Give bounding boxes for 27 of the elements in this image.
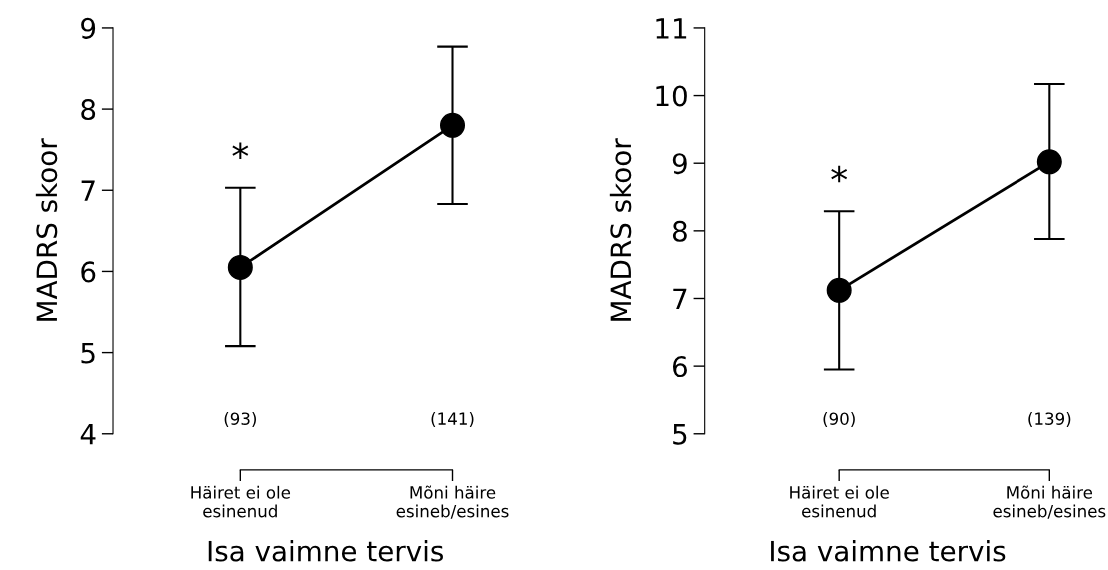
y-tick-label: 11 bbox=[656, 18, 687, 39]
x-axis-title: Isa vaimne tervis bbox=[771, 540, 1006, 562]
y-axis-title: MADRS skoor bbox=[35, 138, 58, 321]
annotation: (93) bbox=[224, 412, 256, 427]
x-tick-label: Häiret ei ole esinenud bbox=[790, 485, 889, 518]
y-tick-label: 6 bbox=[672, 356, 687, 378]
x-axis-title: Isa vaimne tervis bbox=[208, 540, 443, 562]
y-tick-label: 4 bbox=[80, 424, 96, 445]
y-tick-label: 8 bbox=[81, 99, 96, 121]
x-tick-label: Mõni häire esineb/esines bbox=[993, 485, 1106, 519]
y-tick-label: 9 bbox=[81, 17, 96, 39]
x-tick-label: Häiret ei ole esinenud bbox=[191, 485, 291, 518]
annotation: * bbox=[831, 165, 848, 183]
y-tick-label: 6 bbox=[81, 261, 96, 283]
y-tick-label: 5 bbox=[81, 342, 95, 364]
annotation: (139) bbox=[1028, 412, 1071, 427]
annotation: (141) bbox=[431, 412, 474, 427]
y-tick-label: 5 bbox=[673, 424, 687, 445]
y-tick-label: 7 bbox=[673, 288, 687, 310]
y-tick-label: 7 bbox=[81, 180, 95, 201]
annotation: (90) bbox=[823, 412, 855, 427]
y-axis-title: MADRS skoor bbox=[609, 138, 632, 321]
y-tick-label: 9 bbox=[672, 153, 687, 175]
x-tick-label: Mõni häire esineb/esines bbox=[396, 485, 509, 519]
y-tick-label: 8 bbox=[672, 220, 687, 242]
y-tick-label: 10 bbox=[656, 85, 687, 107]
annotation: * bbox=[232, 142, 249, 159]
